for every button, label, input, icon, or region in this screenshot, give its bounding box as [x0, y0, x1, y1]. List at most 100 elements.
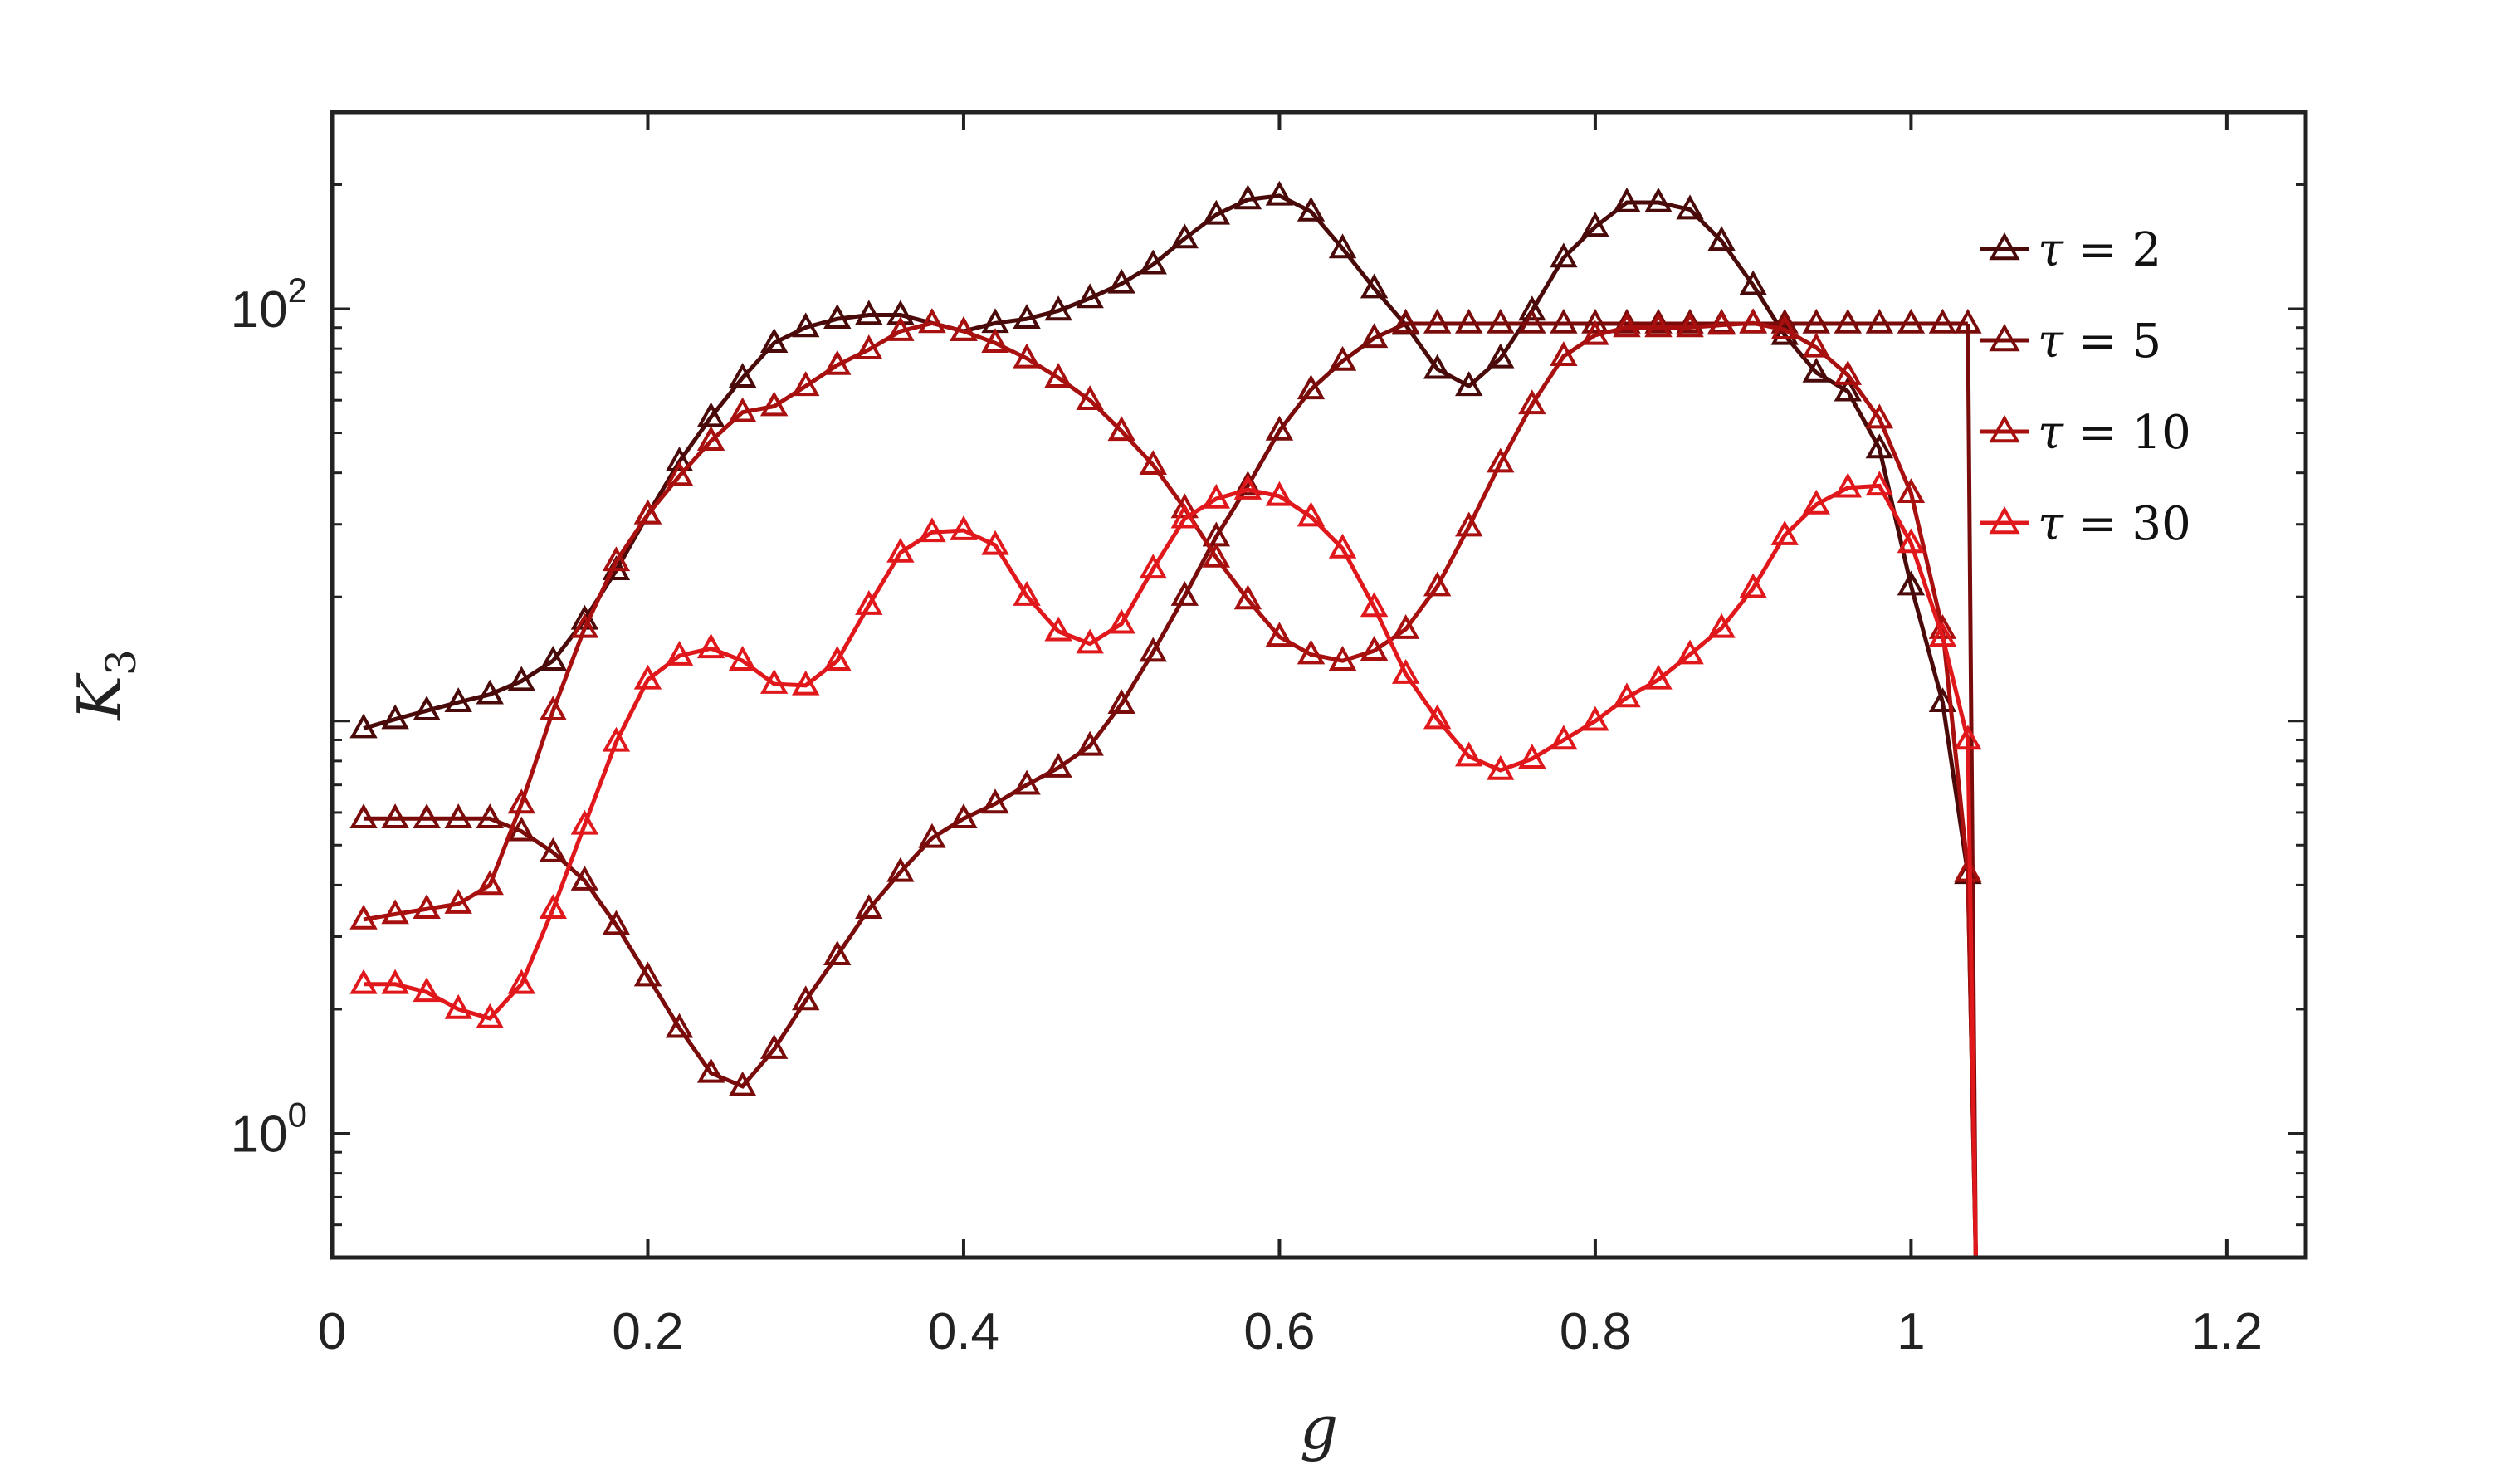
- data-point: [633, 961, 662, 987]
- data-point: [1676, 312, 1704, 338]
- series-1: [349, 308, 1982, 1258]
- x-tick-labels: 0 0.2 0.4 0.6 0.8 1 1.2: [318, 1303, 2263, 1360]
- data-point: [1328, 345, 1357, 371]
- legend-label: τ = 30: [2038, 497, 2191, 551]
- data-point: [539, 894, 568, 920]
- data-point: [1707, 310, 1736, 335]
- data-point: [792, 371, 820, 397]
- data-point: [349, 969, 378, 994]
- legend-label: τ = 2: [2038, 223, 2161, 277]
- series-line: [364, 321, 1968, 1089]
- data-point: [1865, 308, 1894, 334]
- data-point: [570, 613, 599, 638]
- data-point: [1865, 471, 1894, 496]
- data-point: [950, 803, 978, 829]
- data-point: [1550, 341, 1578, 367]
- data-point: [1265, 622, 1294, 647]
- legend-marker: [1989, 414, 2020, 443]
- data-point: [1423, 571, 1452, 597]
- legend-label: τ = 5: [2038, 315, 2161, 369]
- data-point: [1328, 533, 1357, 559]
- y-axis-label-main: K: [65, 672, 134, 722]
- data-point: [696, 402, 725, 427]
- data-point: [444, 993, 472, 1019]
- data-point: [1360, 323, 1389, 349]
- data-point: [1834, 472, 1863, 498]
- data-point: [476, 870, 504, 896]
- y-tick-exponent: 0: [288, 1095, 307, 1134]
- data-point: [1770, 520, 1799, 545]
- data-point: [1897, 478, 1926, 504]
- data-point: [1865, 433, 1894, 459]
- y-tick-label: 100: [231, 1095, 307, 1163]
- data-point: [1170, 581, 1199, 606]
- data-point: [413, 894, 441, 920]
- data-point: [696, 1057, 725, 1083]
- data-point: [759, 668, 789, 694]
- data-point: [823, 349, 852, 375]
- data-point: [1139, 554, 1167, 579]
- legend-value: = 10: [2063, 406, 2191, 460]
- data-point: [1707, 613, 1736, 638]
- data-point: [1644, 664, 1673, 690]
- data-point: [1802, 489, 1830, 515]
- data-point: [950, 315, 978, 341]
- data-point: [855, 894, 883, 920]
- data-point: [1391, 659, 1420, 684]
- data-point: [855, 300, 883, 325]
- data-point: [1928, 308, 1957, 334]
- data-point: [1233, 184, 1262, 210]
- data-point: [1233, 471, 1262, 496]
- data-point: [1360, 636, 1389, 661]
- y-axis-label-subscript: 3: [97, 649, 145, 676]
- data-point: [1487, 447, 1515, 473]
- data-point: [1233, 474, 1262, 500]
- data-point: [1202, 199, 1231, 225]
- data-point: [507, 816, 535, 842]
- data-point: [1044, 363, 1072, 388]
- data-point: [1107, 268, 1135, 294]
- data-point: [1550, 242, 1578, 268]
- legend-item: τ = 30: [1980, 497, 2191, 551]
- data-point: [1297, 196, 1326, 222]
- data-point: [1139, 450, 1167, 475]
- data-point: [539, 646, 568, 671]
- data-point: [602, 726, 631, 752]
- data-point: [886, 315, 915, 341]
- data-point: [1139, 637, 1167, 662]
- data-point: [1928, 622, 1957, 647]
- data-point: [1802, 357, 1830, 383]
- legend-label: τ = 10: [2038, 406, 2191, 460]
- data-point: [1265, 481, 1294, 506]
- data-point: [1954, 857, 1982, 882]
- data-point: [918, 517, 946, 543]
- data-point: [1518, 389, 1546, 415]
- data-point: [918, 308, 946, 334]
- data-point: [507, 788, 535, 814]
- data-point: [413, 977, 441, 1003]
- data-point: [696, 426, 725, 452]
- data-point: [1487, 754, 1515, 780]
- legend-marker: [1989, 232, 2020, 261]
- data-point: [444, 803, 472, 829]
- data-point: [728, 646, 757, 671]
- series-0: [349, 180, 1982, 1258]
- data-point: [792, 312, 820, 338]
- y-tick-base: 10: [231, 281, 288, 339]
- data-point: [1265, 415, 1294, 441]
- data-point: [1613, 312, 1641, 338]
- legend-symbol: τ: [2038, 406, 2064, 460]
- data-point: [476, 679, 504, 705]
- data-point: [413, 803, 441, 829]
- data-point: [444, 687, 472, 713]
- data-point: [792, 670, 820, 696]
- data-point: [1644, 187, 1673, 212]
- data-point: [950, 515, 978, 540]
- data-point: [381, 969, 409, 994]
- data-point: [759, 328, 789, 354]
- data-point: [1897, 528, 1926, 554]
- data-point: [1107, 689, 1135, 714]
- data-point: [792, 985, 820, 1011]
- axes-frame: [330, 110, 2308, 1260]
